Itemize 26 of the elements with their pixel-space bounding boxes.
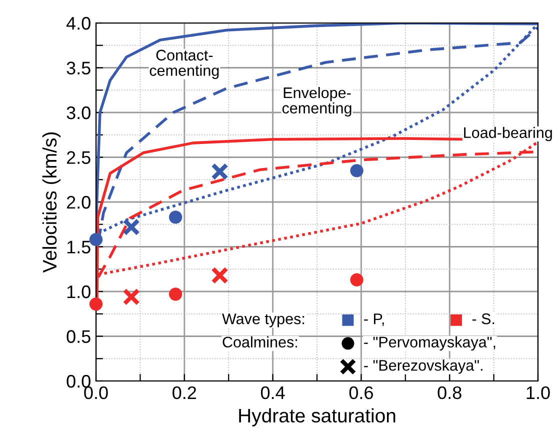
annotation: - S. (472, 313, 494, 324)
x-tick-label: 1.0 (526, 386, 550, 400)
y-tick-label: 3.0 (66, 106, 90, 120)
annotation: Wave types: (222, 314, 304, 328)
y-tick-label: 4.0 (66, 16, 90, 30)
x-tick-label: 0.8 (438, 386, 462, 400)
annotation: Contact- cementing (150, 50, 219, 79)
annotation: - "Pervomayskaya", (364, 336, 496, 351)
x-tick-label: 0.2 (172, 386, 196, 400)
x-tick-label: 0.6 (349, 386, 373, 400)
y-tick-label: 0.0 (66, 374, 90, 388)
annotation: Coalmines: (222, 336, 297, 348)
annotation: - "Berezovskaya". (364, 360, 482, 374)
y-tick-label: 2.5 (66, 151, 90, 164)
x-tick-label: 0.0 (84, 386, 108, 400)
x-axis-title: Hydrate saturation (239, 408, 396, 426)
y-tick-label: 1.0 (67, 285, 90, 298)
annotation: - P, (364, 314, 384, 326)
y-axis-title: Velocities (km/s) (42, 132, 60, 273)
annotation: Envelope- cementing (282, 86, 352, 117)
y-tick-label: 2.0 (66, 196, 90, 209)
y-tick-label: 1.5 (67, 240, 90, 254)
y-tick-label: 3.5 (66, 62, 90, 74)
annotation: Load-bearing (464, 126, 552, 142)
x-tick-label: 0.4 (260, 386, 285, 400)
y-tick-label: 0.5 (66, 330, 90, 343)
